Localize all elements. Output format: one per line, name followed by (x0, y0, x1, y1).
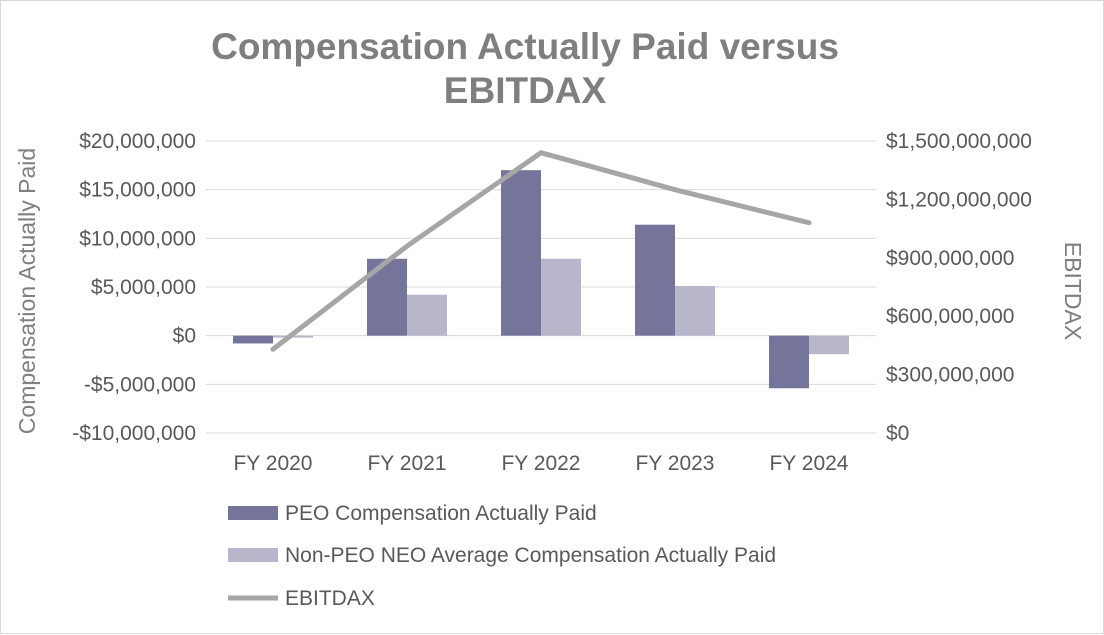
legend-swatch (228, 548, 278, 562)
bar-series (233, 170, 849, 388)
category-label: FY 2022 (501, 452, 580, 475)
right-axis-tick-label: $300,000,000 (886, 364, 1014, 387)
non-peo-bar (541, 259, 581, 336)
chart-title-line-2: EBITDAX (444, 70, 607, 111)
non-peo-bar (809, 336, 849, 354)
left-axis-tick-label: $20,000,000 (79, 130, 196, 153)
legend: PEO Compensation Actually Paid Non-PEO NE… (228, 502, 776, 610)
peo-bar (769, 336, 809, 389)
left-axis-tick-label: -$10,000,000 (72, 422, 196, 445)
legend-label: EBITDAX (285, 587, 375, 610)
left-axis-tick-label: -$5,000,000 (84, 373, 196, 396)
right-axis-tick-label: $0 (886, 422, 909, 445)
chart-title-line-1: Compensation Actually Paid versus (211, 26, 839, 67)
non-peo-bar (675, 286, 715, 336)
right-axis-tick-label: $900,000,000 (886, 247, 1014, 270)
right-axis-tick-label: $1,200,000,000 (886, 188, 1032, 211)
category-label: FY 2020 (233, 452, 312, 475)
left-axis-tick-label: $5,000,000 (91, 276, 196, 299)
peo-bar (501, 170, 541, 335)
left-axis-ticks: $20,000,000 $15,000,000 $10,000,000 $5,000,… (72, 130, 196, 445)
category-axis-labels: FY 2020 FY 2021 FY 2022 FY 2023 FY 2024 (233, 452, 848, 475)
peo-bar (233, 336, 273, 344)
left-axis-tick-label: $0 (173, 325, 196, 348)
right-axis-tick-label: $600,000,000 (886, 305, 1014, 328)
legend-swatch (228, 506, 278, 520)
left-axis-title: Compensation Actually Paid (14, 148, 40, 434)
category-label: FY 2024 (769, 452, 848, 475)
peo-bar (635, 225, 675, 336)
category-label: FY 2021 (367, 452, 446, 475)
category-label: FY 2023 (635, 452, 714, 475)
left-axis-tick-label: $10,000,000 (79, 227, 196, 250)
non-peo-bar (407, 295, 447, 336)
right-axis-title: EBITDAX (1060, 242, 1086, 340)
right-axis-tick-label: $1,500,000,000 (886, 130, 1032, 153)
right-axis-ticks: $1,500,000,000 $1,200,000,000 $900,000,000… (886, 130, 1032, 445)
legend-label: Non-PEO NEO Average Compensation Actuall… (285, 544, 776, 567)
left-axis-tick-label: $15,000,000 (79, 179, 196, 202)
legend-label: PEO Compensation Actually Paid (285, 502, 597, 525)
